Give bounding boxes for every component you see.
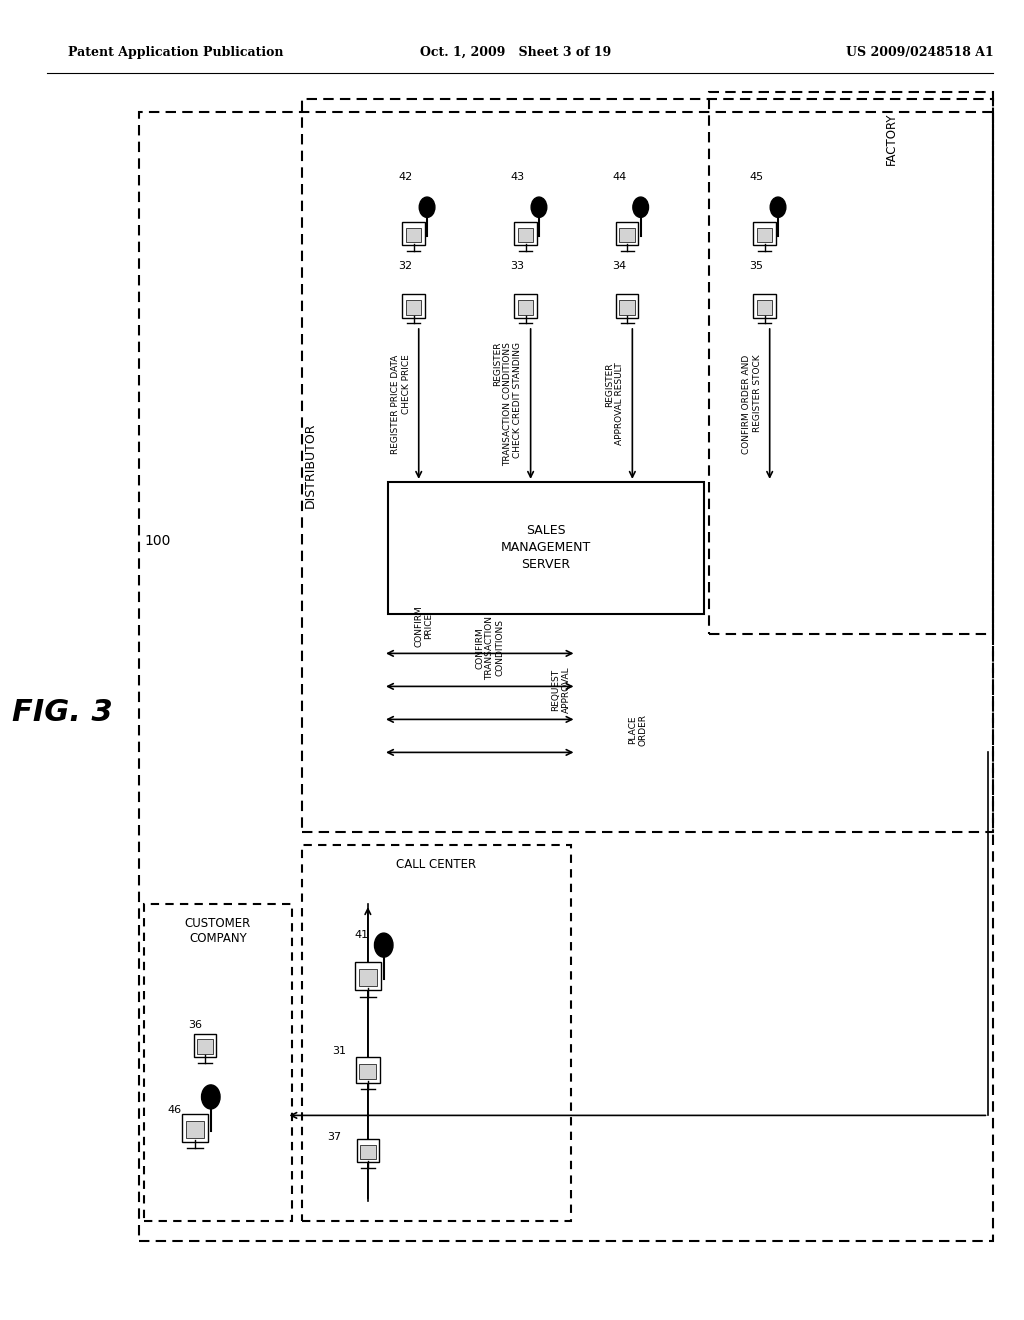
Text: CONFIRM
TRANSACTION
CONDITIONS: CONFIRM TRANSACTION CONDITIONS xyxy=(475,616,505,680)
FancyBboxPatch shape xyxy=(616,294,638,318)
Circle shape xyxy=(633,197,648,218)
Text: DISTRIBUTOR: DISTRIBUTOR xyxy=(303,422,316,508)
FancyBboxPatch shape xyxy=(198,1039,213,1053)
Text: REGISTER
APPROVAL RESULT: REGISTER APPROVAL RESULT xyxy=(605,363,625,445)
Circle shape xyxy=(770,197,785,218)
Text: 36: 36 xyxy=(187,1019,202,1030)
FancyBboxPatch shape xyxy=(355,1057,380,1082)
Text: 33: 33 xyxy=(510,260,524,271)
Text: 35: 35 xyxy=(750,260,763,271)
Text: 42: 42 xyxy=(398,172,413,182)
Text: FIG. 3: FIG. 3 xyxy=(12,698,113,727)
FancyBboxPatch shape xyxy=(356,1139,379,1163)
Text: 34: 34 xyxy=(612,260,626,271)
FancyBboxPatch shape xyxy=(358,969,377,986)
FancyBboxPatch shape xyxy=(406,227,422,242)
FancyBboxPatch shape xyxy=(620,227,635,242)
FancyBboxPatch shape xyxy=(620,300,635,314)
Text: 44: 44 xyxy=(612,172,627,182)
Text: US 2009/0248518 A1: US 2009/0248518 A1 xyxy=(846,46,993,59)
FancyBboxPatch shape xyxy=(757,227,772,242)
Text: REGISTER PRICE DATA
CHECK PRICE: REGISTER PRICE DATA CHECK PRICE xyxy=(391,354,411,454)
Text: FACTORY: FACTORY xyxy=(886,112,898,165)
Circle shape xyxy=(202,1085,220,1109)
FancyBboxPatch shape xyxy=(181,1114,208,1142)
Text: 100: 100 xyxy=(144,535,170,548)
Circle shape xyxy=(419,197,435,218)
Text: CUSTOMER
COMPANY: CUSTOMER COMPANY xyxy=(184,917,251,945)
FancyBboxPatch shape xyxy=(757,300,772,314)
Text: CONFIRM ORDER AND
REGISTER STOCK: CONFIRM ORDER AND REGISTER STOCK xyxy=(742,354,762,454)
Text: Oct. 1, 2009   Sheet 3 of 19: Oct. 1, 2009 Sheet 3 of 19 xyxy=(420,46,611,59)
FancyBboxPatch shape xyxy=(514,222,537,246)
FancyBboxPatch shape xyxy=(359,1064,377,1080)
Text: 31: 31 xyxy=(332,1045,346,1056)
FancyBboxPatch shape xyxy=(754,294,776,318)
FancyBboxPatch shape xyxy=(406,300,422,314)
FancyBboxPatch shape xyxy=(518,300,534,314)
FancyBboxPatch shape xyxy=(388,482,703,614)
Text: Patent Application Publication: Patent Application Publication xyxy=(68,46,284,59)
FancyBboxPatch shape xyxy=(402,222,425,246)
Text: 32: 32 xyxy=(398,260,413,271)
FancyBboxPatch shape xyxy=(194,1034,216,1057)
FancyBboxPatch shape xyxy=(754,222,776,246)
Text: 37: 37 xyxy=(327,1131,341,1142)
Circle shape xyxy=(531,197,547,218)
Text: PLACE
ORDER: PLACE ORDER xyxy=(628,714,647,746)
FancyBboxPatch shape xyxy=(616,222,638,246)
Text: 46: 46 xyxy=(168,1105,181,1115)
Circle shape xyxy=(375,933,393,957)
Text: 45: 45 xyxy=(750,172,764,182)
Text: 41: 41 xyxy=(354,929,369,940)
Text: REQUEST
APPROVAL: REQUEST APPROVAL xyxy=(552,667,570,713)
FancyBboxPatch shape xyxy=(360,1144,376,1159)
Text: 43: 43 xyxy=(510,172,524,182)
Text: CALL CENTER: CALL CENTER xyxy=(396,858,476,871)
FancyBboxPatch shape xyxy=(354,962,381,990)
FancyBboxPatch shape xyxy=(518,227,534,242)
Text: REGISTER
TRANSACTION CONDITIONS
CHECK CREDIT STANDING: REGISTER TRANSACTION CONDITIONS CHECK CR… xyxy=(493,342,522,466)
Text: SALES
MANAGEMENT
SERVER: SALES MANAGEMENT SERVER xyxy=(501,524,591,572)
FancyBboxPatch shape xyxy=(185,1121,204,1138)
FancyBboxPatch shape xyxy=(514,294,537,318)
Text: CONFIRM
PRICE: CONFIRM PRICE xyxy=(414,605,433,647)
FancyBboxPatch shape xyxy=(402,294,425,318)
